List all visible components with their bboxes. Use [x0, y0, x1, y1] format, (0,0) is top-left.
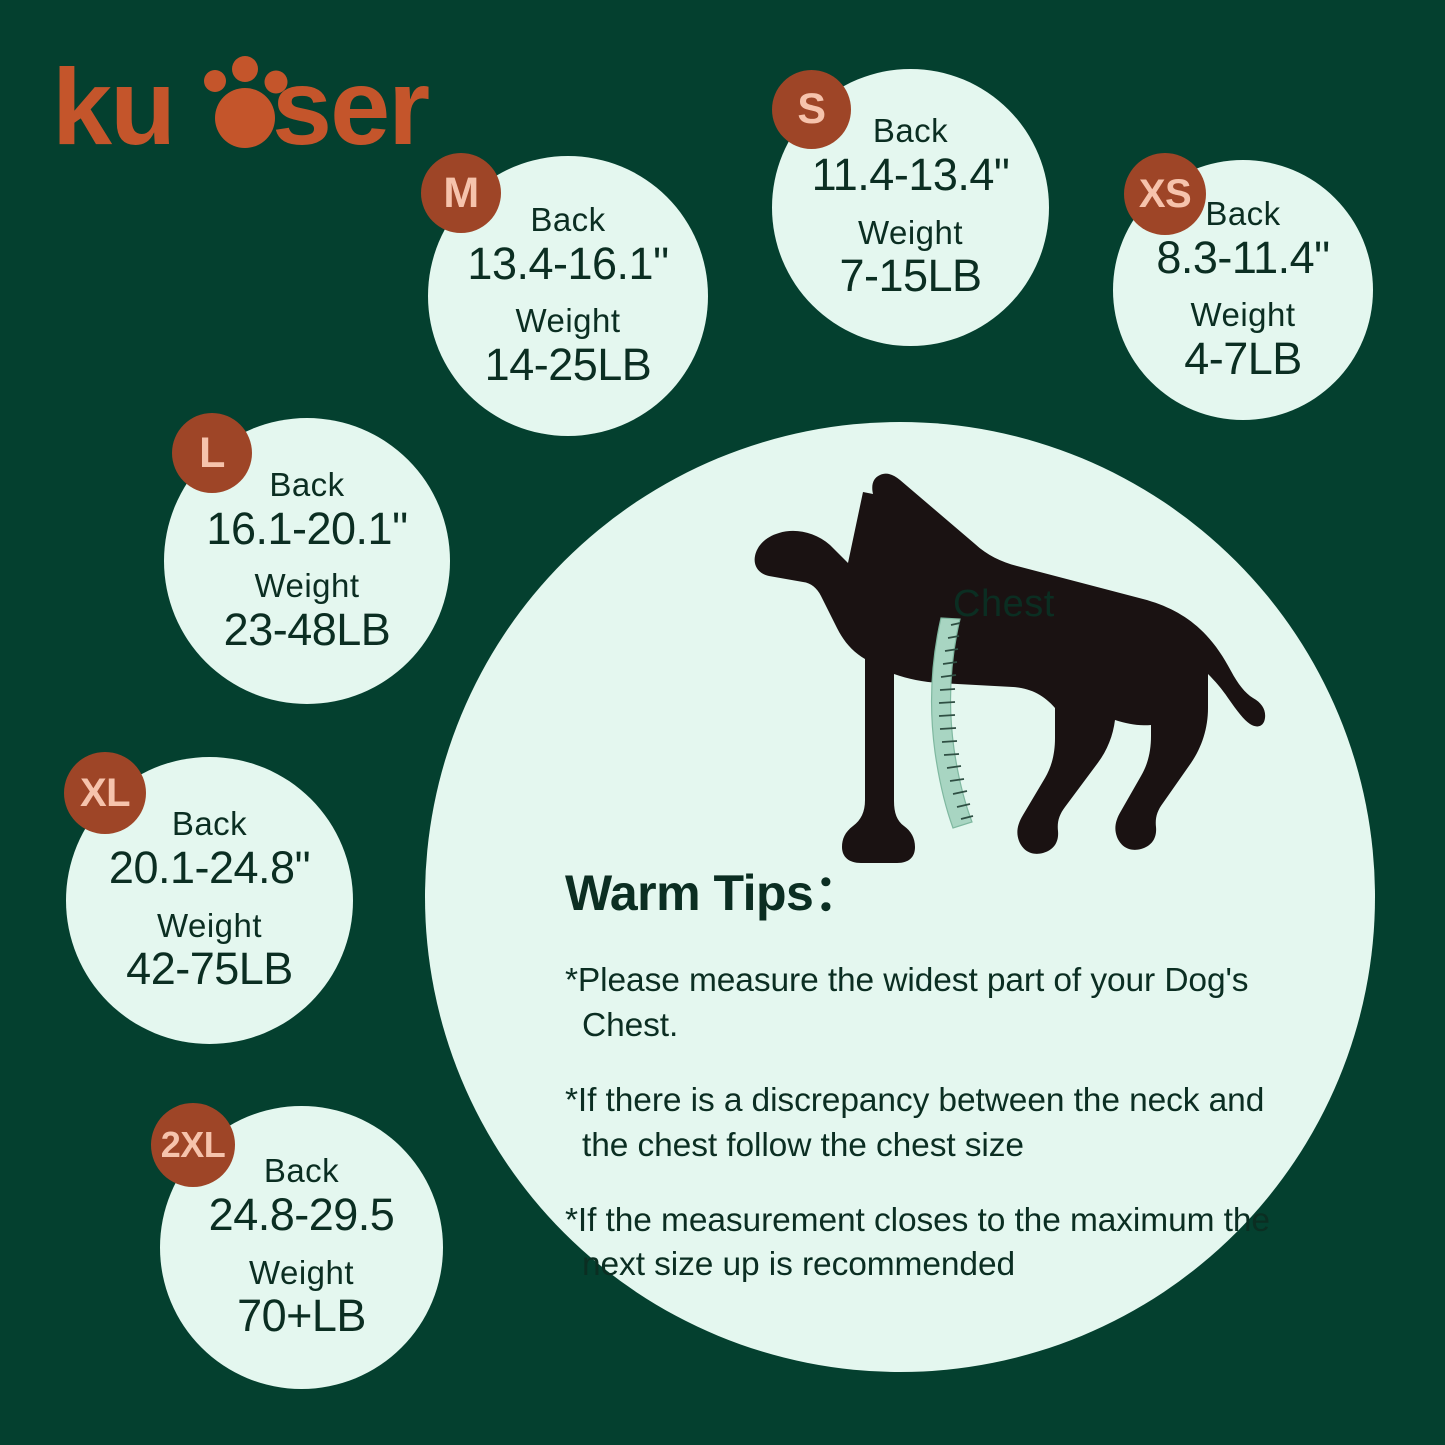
warm-tip-line: *If the measurement closes to the maximu…	[565, 1201, 1215, 1239]
warm-tips-block: Warm Tips： *Please measure the widest pa…	[565, 853, 1295, 1288]
weight-value: 14-25LB	[484, 338, 652, 390]
paw-print-icon	[204, 56, 288, 148]
size-badge-s[interactable]: S	[772, 70, 851, 149]
size-badge-xl[interactable]: XL	[64, 752, 146, 834]
back-label: Back	[269, 465, 345, 503]
size-bubble-s[interactable]: Back 11.4-13.4" Weight 7-15LB	[772, 69, 1049, 346]
warm-tip-item: *If the measurement closes to the maximu…	[565, 1199, 1295, 1289]
chest-label: Chest	[953, 583, 1055, 625]
brand-logo-text-ser: ser	[272, 52, 429, 167]
weight-value: 23-48LB	[223, 603, 391, 655]
back-value: 24.8-29.5	[208, 1189, 395, 1241]
weight-label: Weight	[515, 302, 621, 339]
warm-tip-item: *Please measure the widest part of your …	[565, 959, 1295, 1049]
back-label: Back	[171, 805, 248, 843]
back-label: Back	[263, 1152, 340, 1190]
weight-label: Weight	[1190, 296, 1296, 333]
back-value: 16.1-20.1"	[206, 502, 408, 554]
dog-silhouette-icon	[745, 470, 1266, 940]
weight-value: 4-7LB	[1184, 332, 1302, 384]
weight-value: 70+LB	[237, 1290, 366, 1342]
back-value: 20.1-24.8"	[108, 842, 311, 894]
warm-tip-item: *If there is a discrepancy between the n…	[565, 1079, 1295, 1169]
back-value: 13.4-16.1"	[467, 237, 669, 289]
size-badge-m[interactable]: M	[421, 153, 501, 233]
warm-tip-line: *Please measure the widest part of your	[565, 962, 1156, 999]
warm-tip-line: the next size up is recommended	[582, 1201, 1270, 1284]
warm-tips-title: Warm Tips：	[565, 865, 863, 921]
size-badge-l[interactable]: L	[172, 413, 252, 493]
warm-tip-line: *If there is a discrepancy between the	[565, 1081, 1120, 1119]
back-label: Back	[872, 112, 949, 150]
warm-tip-line: Dog's Chest.	[582, 962, 1249, 1044]
brand-logo-text-ku: ku	[52, 52, 174, 167]
weight-label: Weight	[254, 567, 360, 604]
weight-value: 7-15LB	[839, 250, 982, 302]
weight-value: 42-75LB	[126, 943, 293, 995]
tape-measure-icon	[931, 617, 974, 829]
brand-logo: ku ser	[52, 52, 452, 167]
size-badge-2xl[interactable]: 2XL	[151, 1103, 235, 1187]
warm-tip-line: neck and the chest follow the chest size	[582, 1081, 1265, 1164]
back-value: 8.3-11.4"	[1156, 231, 1330, 283]
weight-label: Weight	[156, 906, 263, 944]
back-value: 11.4-13.4"	[811, 149, 1010, 201]
weight-label: Weight	[857, 213, 964, 251]
back-label: Back	[530, 200, 606, 238]
size-badge-xs[interactable]: XS	[1124, 153, 1206, 235]
weight-label: Weight	[248, 1253, 355, 1291]
back-label: Back	[1205, 194, 1281, 232]
